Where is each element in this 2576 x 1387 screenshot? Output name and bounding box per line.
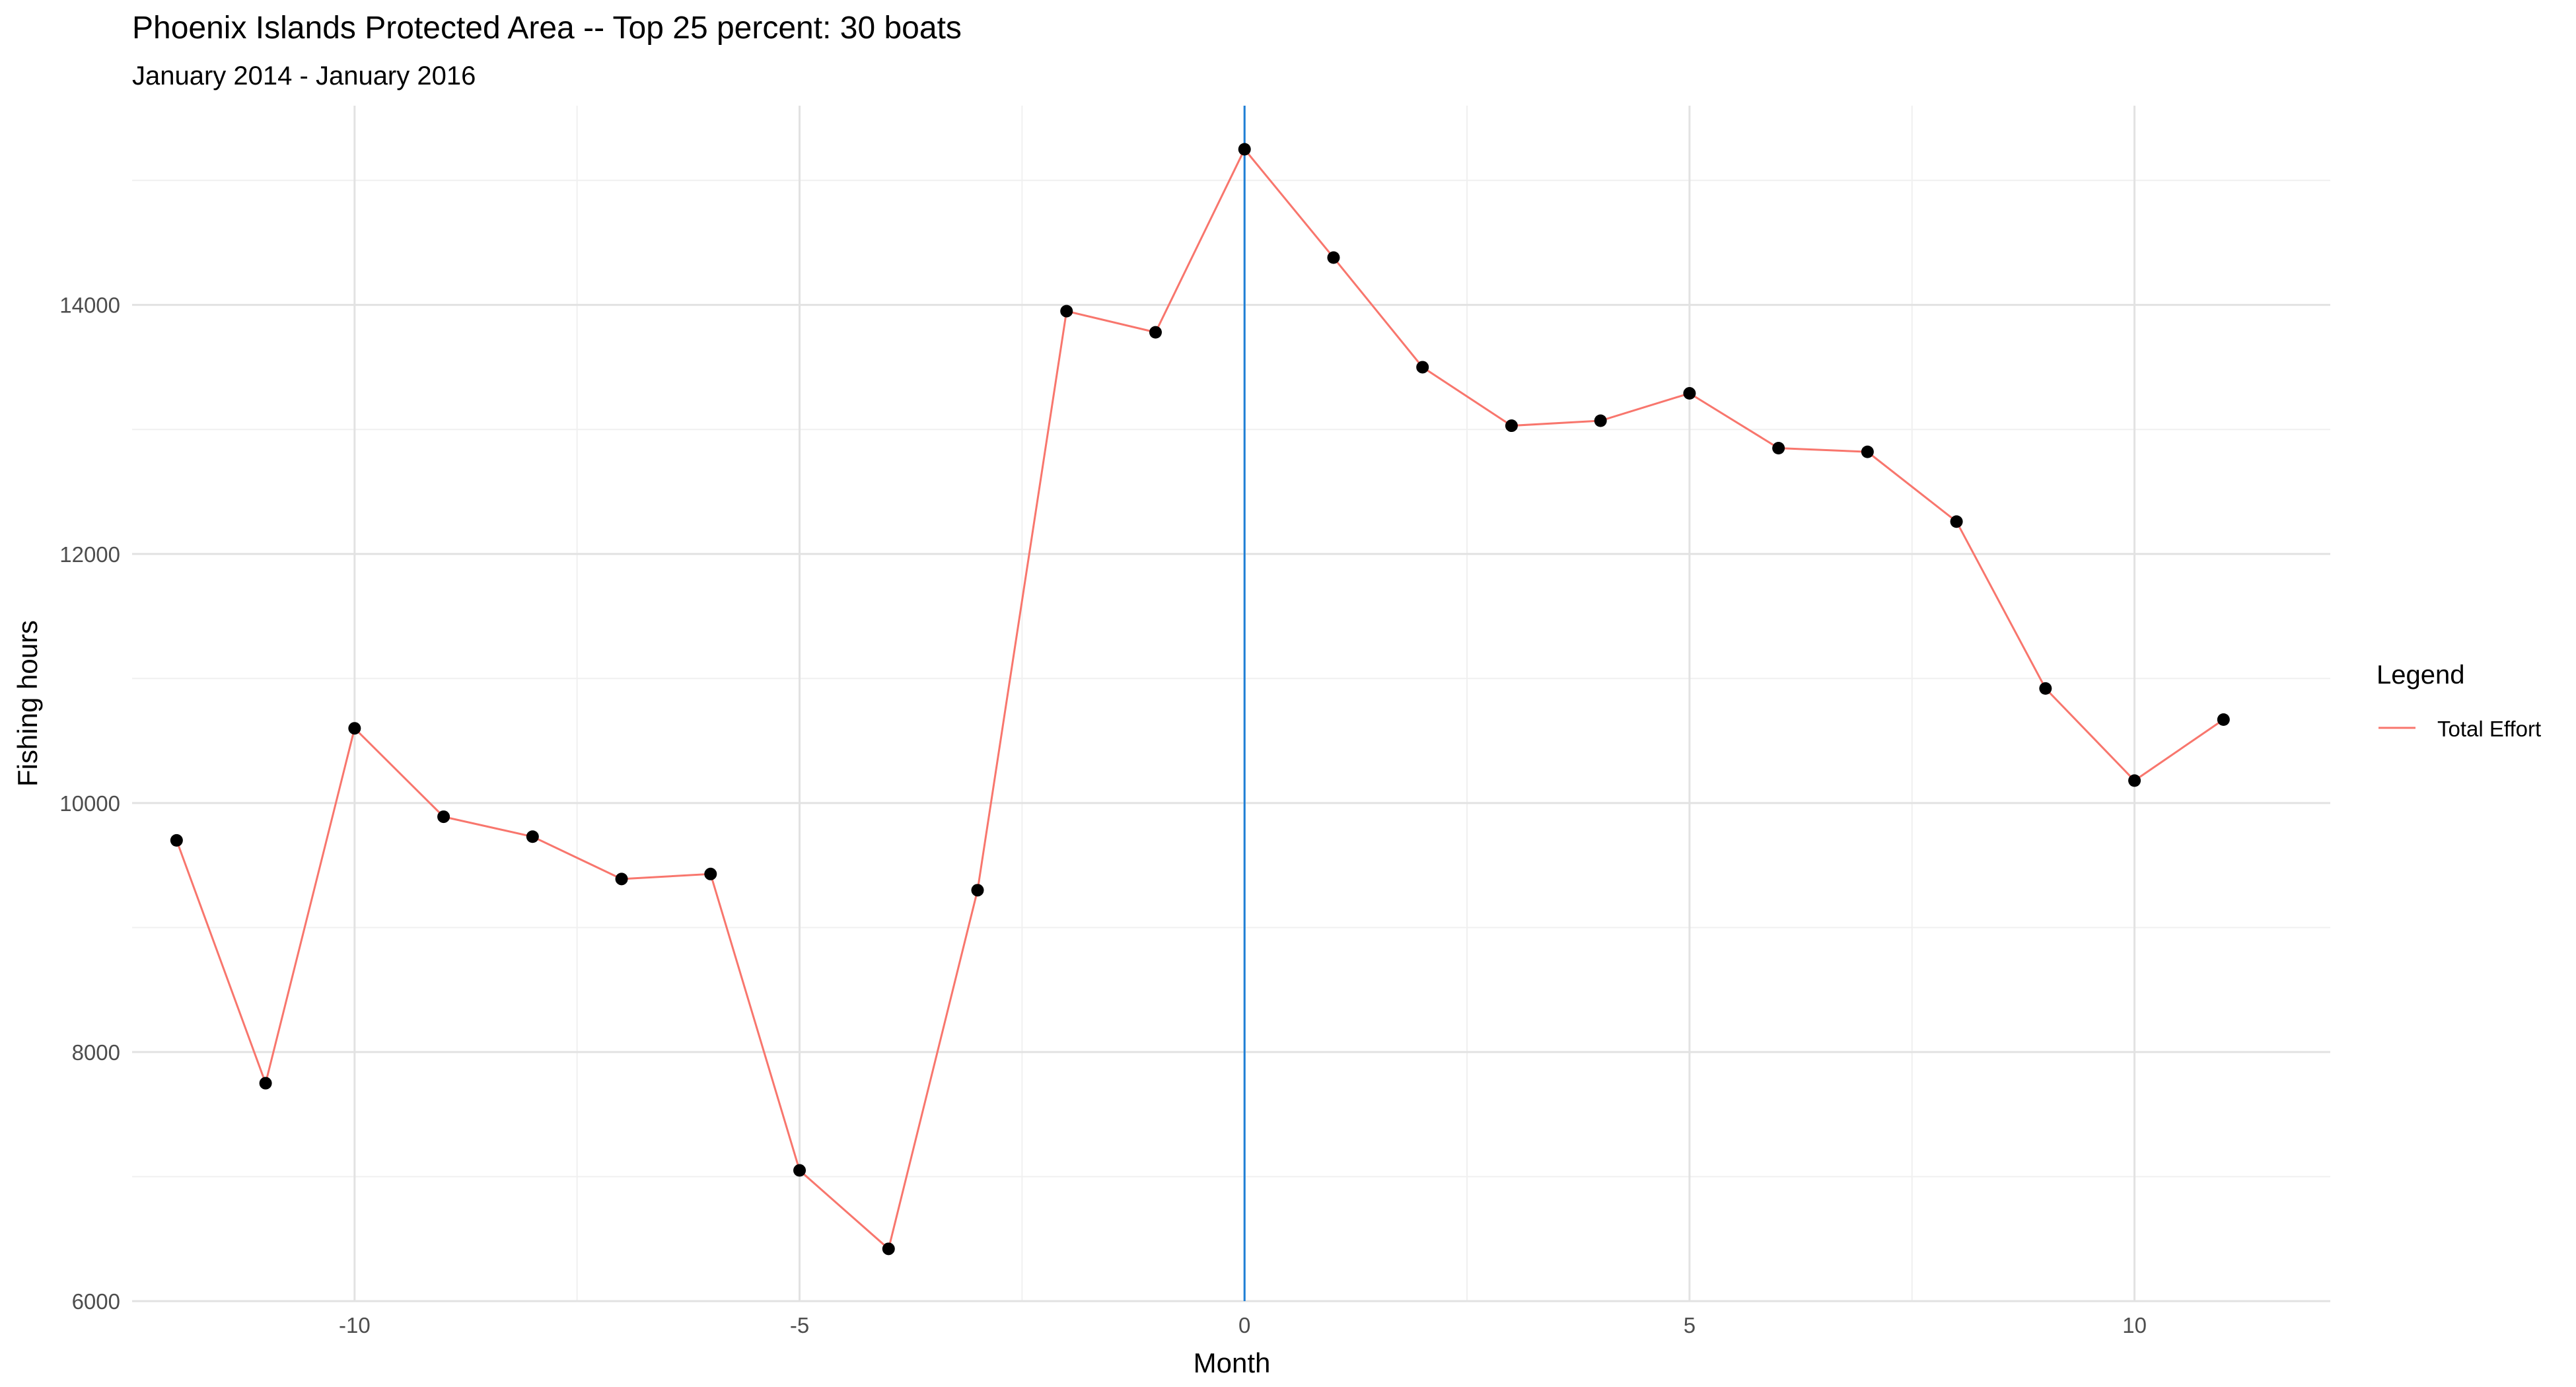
x-tick-label: 0: [1238, 1313, 1250, 1337]
data-point: [1060, 304, 1073, 318]
data-point: [793, 1164, 806, 1177]
data-point: [1327, 251, 1340, 264]
data-point: [1950, 515, 1963, 528]
x-tick-label: 5: [1684, 1313, 1696, 1337]
legend: Legend Total Effort: [2377, 660, 2541, 741]
data-point: [348, 722, 361, 735]
data-point: [615, 872, 628, 886]
x-tick-label: 10: [2122, 1313, 2147, 1337]
data-point: [1861, 445, 1874, 458]
data-point: [1238, 143, 1251, 156]
x-tick-label: -10: [339, 1313, 371, 1337]
data-point: [2039, 682, 2052, 695]
y-tick-label: 8000: [72, 1040, 120, 1065]
y-axis-ticks: 6000 8000 10000 12000 14000: [59, 293, 120, 1314]
y-tick-label: 10000: [59, 791, 120, 816]
y-axis-title: Fishing hours: [12, 620, 43, 787]
x-axis-ticks: -10 -5 0 5 10: [339, 1313, 2147, 1337]
chart-title: Phoenix Islands Protected Area -- Top 25…: [132, 11, 962, 46]
y-tick-label: 14000: [59, 293, 120, 318]
x-axis-title: Month: [1194, 1347, 1271, 1378]
data-point: [437, 810, 450, 824]
data-point: [1505, 419, 1518, 433]
series-line-total-effort: [175, 147, 2225, 1251]
data-point: [971, 884, 984, 897]
data-point: [259, 1077, 272, 1090]
legend-label-total-effort: Total Effort: [2437, 717, 2541, 741]
data-point: [1416, 361, 1429, 374]
data-point: [170, 834, 183, 847]
chart-subtitle: January 2014 - January 2016: [132, 61, 476, 90]
legend-title: Legend: [2377, 660, 2464, 690]
data-point: [526, 830, 539, 843]
data-point: [704, 867, 717, 880]
data-point: [1149, 326, 1162, 339]
series-layer: [170, 143, 2230, 1256]
grid: [132, 106, 2330, 1302]
data-point: [882, 1242, 895, 1256]
data-point: [1683, 387, 1696, 400]
data-point: [1772, 441, 1785, 454]
x-tick-label: -5: [790, 1313, 809, 1337]
y-tick-label: 12000: [59, 542, 120, 567]
data-point: [2128, 774, 2141, 787]
data-point: [1594, 414, 1607, 427]
y-tick-label: 6000: [72, 1289, 120, 1314]
data-point: [2217, 713, 2230, 727]
